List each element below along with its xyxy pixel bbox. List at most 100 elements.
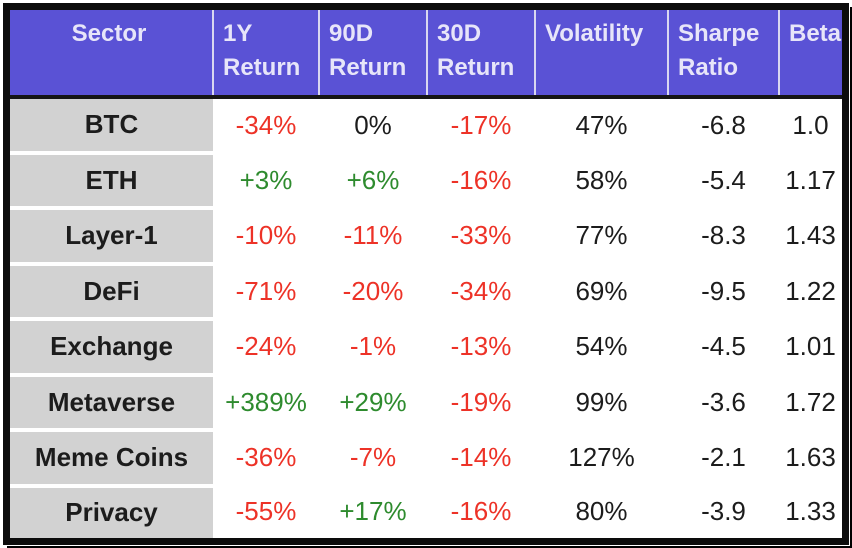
cell-1y-return: -34% [213, 97, 319, 153]
col-header-90d-return: 90D Return [318, 10, 427, 99]
cell-sector: Metaverse [10, 374, 213, 432]
cell-sharpe-ratio: -8.3 [668, 208, 779, 264]
cell-sharpe-ratio: -3.9 [668, 485, 779, 538]
col-header-volatility: Volatility [534, 10, 668, 99]
col-header-beta: Beta [778, 10, 842, 99]
return-value: -24% [235, 331, 297, 362]
cell-volatility: 77% [535, 208, 668, 264]
cell-beta: 1.22 [779, 263, 842, 319]
cell-volatility: 127% [535, 430, 668, 486]
return-value: -14% [450, 442, 512, 473]
cell-sharpe-ratio: -9.5 [668, 263, 779, 319]
cell-90d-return: -11% [319, 208, 427, 264]
cell-90d-return: -20% [319, 263, 427, 319]
cell-90d-return: -1% [319, 319, 427, 375]
return-value: -71% [235, 275, 297, 306]
cell-30d-return: -13% [427, 319, 535, 375]
return-value: -17% [450, 110, 512, 141]
cell-sector: BTC [10, 97, 213, 155]
cell-volatility: 80% [535, 485, 668, 538]
table-row: Meme Coins -36% -7% -14% 127% -2.1 1.63 [10, 430, 842, 488]
return-value: -16% [450, 496, 512, 527]
cell-1y-return: -10% [213, 208, 319, 264]
cell-sharpe-ratio: -2.1 [668, 430, 779, 486]
cell-beta: 1.43 [779, 208, 842, 264]
table-row: ETH +3% +6% -16% 58% -5.4 1.17 [10, 152, 842, 210]
cell-sector: DeFi [10, 263, 213, 321]
col-header-sector: Sector [10, 10, 213, 99]
return-value: -11% [343, 220, 403, 251]
col-header-30d-return: 30D Return [426, 10, 535, 99]
header-row: Sector 1Y Return 90D Return 30D Return V… [10, 10, 842, 99]
cell-90d-return: +6% [319, 152, 427, 208]
cell-90d-return: +17% [319, 485, 427, 538]
cell-volatility: 58% [535, 152, 668, 208]
cell-sector: Meme Coins [10, 430, 213, 488]
cell-sector: Layer-1 [10, 208, 213, 266]
sector-table-frame: Sector 1Y Return 90D Return 30D Return V… [3, 3, 849, 545]
cell-volatility: 69% [535, 263, 668, 319]
cell-beta: 1.33 [779, 485, 842, 538]
return-value: -19% [450, 386, 512, 417]
table-header: Sector 1Y Return 90D Return 30D Return V… [10, 10, 842, 99]
cell-30d-return: -34% [427, 263, 535, 319]
cell-sector: Privacy [10, 485, 213, 538]
table-row: Metaverse +389% +29% -19% 99% -3.6 1.72 [10, 374, 842, 432]
table-body: BTC -34% 0% -17% 47% -6.8 1.0 ETH +3% +6… [10, 97, 842, 538]
cell-sharpe-ratio: -3.6 [668, 374, 779, 430]
cell-beta: 1.0 [779, 97, 842, 153]
cell-beta: 1.72 [779, 374, 842, 430]
return-value: +389% [225, 386, 307, 417]
sector-performance-table: Sector 1Y Return 90D Return 30D Return V… [10, 10, 842, 538]
cell-30d-return: -14% [427, 430, 535, 486]
return-value: +17% [339, 496, 407, 527]
return-value: +29% [339, 386, 407, 417]
col-header-sharpe-ratio: Sharpe Ratio [667, 10, 779, 99]
cell-30d-return: -33% [427, 208, 535, 264]
return-value: -34% [235, 110, 297, 141]
cell-volatility: 99% [535, 374, 668, 430]
table-row: DeFi -71% -20% -34% 69% -9.5 1.22 [10, 263, 842, 321]
cell-beta: 1.01 [779, 319, 842, 375]
cell-1y-return: -71% [213, 263, 319, 319]
return-value: +3% [239, 164, 293, 195]
table-row: BTC -34% 0% -17% 47% -6.8 1.0 [10, 97, 842, 155]
cell-1y-return: -55% [213, 485, 319, 538]
return-value: -20% [342, 275, 404, 306]
table-row: Exchange -24% -1% -13% 54% -4.5 1.01 [10, 319, 842, 377]
cell-90d-return: 0% [319, 97, 427, 153]
cell-30d-return: -16% [427, 485, 535, 538]
cell-1y-return: -24% [213, 319, 319, 375]
cell-sector: Exchange [10, 319, 213, 377]
cell-beta: 1.17 [779, 152, 842, 208]
table-row: Layer-1 -10% -11% -33% 77% -8.3 1.43 [10, 208, 842, 266]
return-value: -1% [349, 331, 397, 362]
cell-90d-return: +29% [319, 374, 427, 430]
cell-30d-return: -17% [427, 97, 535, 153]
return-value: -34% [450, 275, 512, 306]
table-row: Privacy -55% +17% -16% 80% -3.9 1.33 [10, 485, 842, 538]
cell-1y-return: +3% [213, 152, 319, 208]
return-value: +6% [346, 164, 400, 195]
cell-volatility: 54% [535, 319, 668, 375]
return-value: -13% [450, 331, 512, 362]
col-header-1y-return: 1Y Return [212, 10, 319, 99]
cell-sector: ETH [10, 152, 213, 210]
return-value: 0% [354, 110, 392, 141]
cell-30d-return: -16% [427, 152, 535, 208]
return-value: -55% [235, 496, 297, 527]
return-value: -10% [235, 220, 297, 251]
cell-sharpe-ratio: -4.5 [668, 319, 779, 375]
return-value: -33% [450, 220, 512, 251]
cell-sharpe-ratio: -5.4 [668, 152, 779, 208]
cell-sharpe-ratio: -6.8 [668, 97, 779, 153]
return-value: -36% [235, 442, 297, 473]
return-value: -7% [349, 442, 397, 473]
cell-90d-return: -7% [319, 430, 427, 486]
cell-beta: 1.63 [779, 430, 842, 486]
cell-1y-return: +389% [213, 374, 319, 430]
cell-volatility: 47% [535, 97, 668, 153]
return-value: -16% [450, 164, 512, 195]
cell-1y-return: -36% [213, 430, 319, 486]
cell-30d-return: -19% [427, 374, 535, 430]
